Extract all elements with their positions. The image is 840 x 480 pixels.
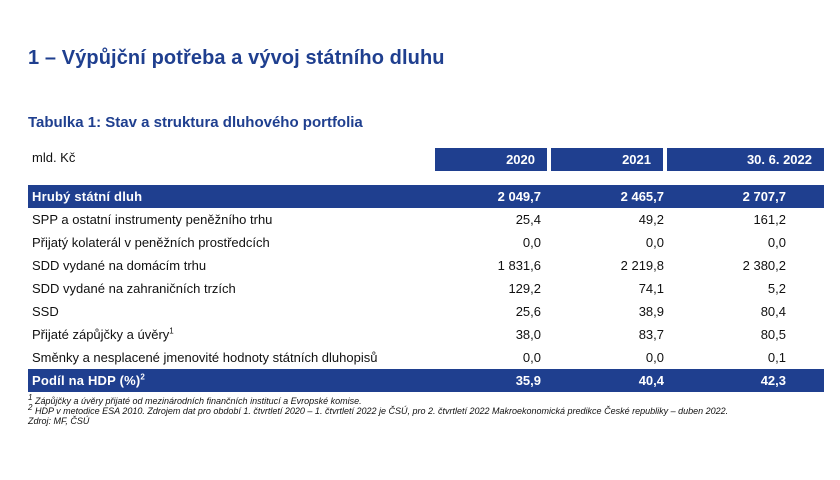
gdp-share-row: Podíl na HDP (%)2 35,9 40,4 42,3 <box>28 369 824 392</box>
table-row: SSD 25,6 38,9 80,4 <box>28 300 824 323</box>
cell-value: 0,1 <box>767 350 786 365</box>
table-row: Přijatý kolaterál v peněžních prostředcí… <box>28 231 824 254</box>
cell-value: 2 219,8 <box>620 258 664 273</box>
cell-value: 129,2 <box>508 281 541 296</box>
cell-value: 2 707,7 <box>742 189 786 204</box>
cell-value: 49,2 <box>638 212 664 227</box>
row-label: SDD vydané na zahraničních trzích <box>32 281 236 296</box>
row-label: Hrubý státní dluh <box>32 189 143 204</box>
footnote-1: 1 Zápůjčky a úvěry přijaté od mezinárodn… <box>28 393 362 407</box>
table-row: SPP a ostatní instrumenty peněžního trhu… <box>28 208 824 231</box>
cell-value: 2 465,7 <box>620 189 664 204</box>
source-note: Zdroj: MF, ČSÚ <box>28 416 90 426</box>
cell-value: 38,0 <box>515 327 541 342</box>
cell-value: 42,3 <box>760 373 786 388</box>
cell-value: 5,2 <box>767 281 786 296</box>
column-header-2022: 30. 6. 2022 <box>667 148 824 171</box>
row-label: Přijatý kolaterál v peněžních prostředcí… <box>32 235 270 250</box>
section-title: 1 – Výpůjční potřeba a vývoj státního dl… <box>28 47 445 69</box>
row-label: Přijaté zápůjčky a úvěry1 <box>32 326 174 342</box>
footnote-2: 2 HDP v metodice ESA 2010. Zdrojem dat p… <box>28 403 729 417</box>
cell-value: 0,0 <box>645 235 664 250</box>
cell-value: 161,2 <box>753 212 786 227</box>
row-label: SPP a ostatní instrumenty peněžního trhu <box>32 212 273 227</box>
footnote-ref: 1 <box>169 326 174 336</box>
footnote-ref: 2 <box>140 372 146 382</box>
cell-value: 83,7 <box>638 327 664 342</box>
cell-value: 40,4 <box>638 373 664 388</box>
table-title: Tabulka 1: Stav a struktura dluhového po… <box>28 114 363 131</box>
row-label: SSD <box>32 304 59 319</box>
row-label: Podíl na HDP (%)2 <box>32 372 146 388</box>
row-label: Směnky a nesplacené jmenovité hodnoty st… <box>32 350 378 365</box>
column-header-2020: 2020 <box>435 148 547 171</box>
cell-value: 38,9 <box>638 304 664 319</box>
unit-label: mld. Kč <box>32 150 76 165</box>
cell-value: 1 831,6 <box>497 258 541 273</box>
total-debt-row: Hrubý státní dluh 2 049,7 2 465,7 2 707,… <box>28 185 824 208</box>
cell-value: 0,0 <box>522 235 541 250</box>
cell-value: 2 380,2 <box>742 258 786 273</box>
table-row: SDD vydané na zahraničních trzích 129,2 … <box>28 277 824 300</box>
cell-value: 80,5 <box>760 327 786 342</box>
table-row: SDD vydané na domácím trhu 1 831,6 2 219… <box>28 254 824 277</box>
table-row: Přijaté zápůjčky a úvěry1 38,0 83,7 80,5 <box>28 323 824 346</box>
table-row: Směnky a nesplacené jmenovité hodnoty st… <box>28 346 824 369</box>
cell-value: 74,1 <box>638 281 664 296</box>
cell-value: 25,4 <box>515 212 541 227</box>
row-label: SDD vydané na domácím trhu <box>32 258 207 273</box>
cell-value: 2 049,7 <box>497 189 541 204</box>
column-header-2021: 2021 <box>551 148 663 171</box>
cell-value: 35,9 <box>515 373 541 388</box>
cell-value: 0,0 <box>645 350 664 365</box>
cell-value: 0,0 <box>767 235 786 250</box>
cell-value: 80,4 <box>760 304 786 319</box>
cell-value: 25,6 <box>515 304 541 319</box>
cell-value: 0,0 <box>522 350 541 365</box>
